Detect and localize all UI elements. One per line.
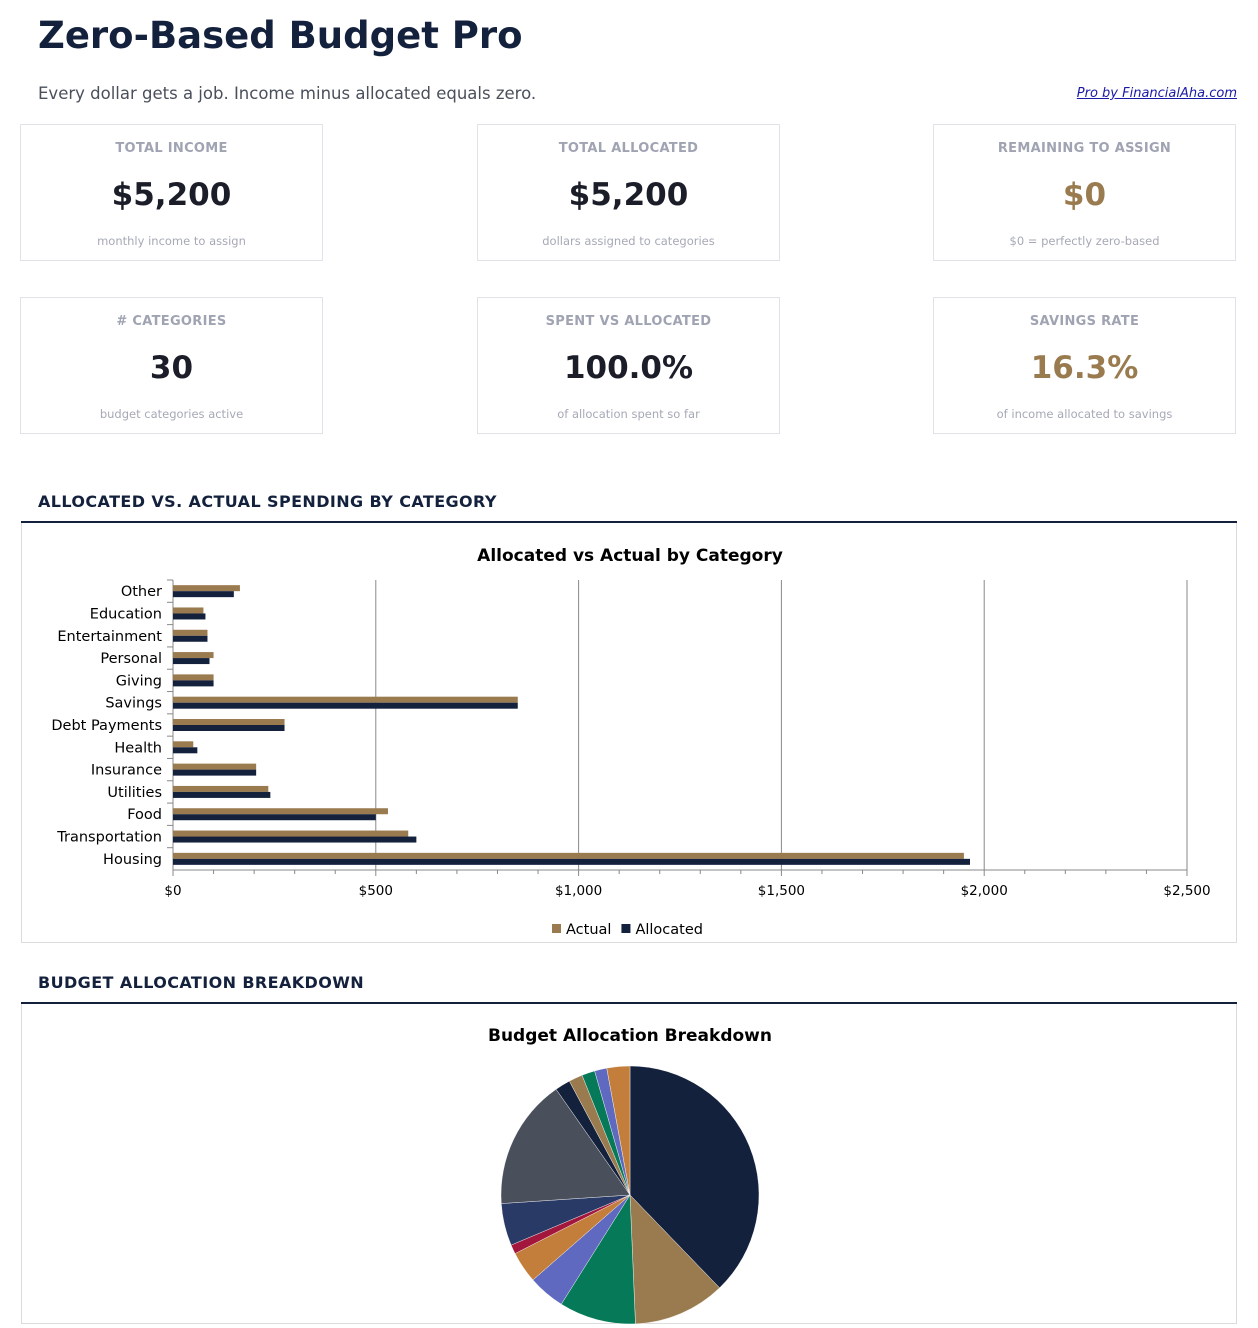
card-label: # CATEGORIES: [116, 314, 227, 329]
bar-actual: [173, 741, 194, 748]
card-sub: of income allocated to savings: [996, 407, 1173, 421]
y-tick-label: Education: [90, 606, 162, 622]
bar-actual: [173, 808, 388, 815]
card-label: SPENT VS ALLOCATED: [545, 314, 712, 329]
bar-allocated: [173, 658, 210, 665]
bar-allocated: [173, 791, 271, 798]
card-label: TOTAL INCOME: [115, 141, 228, 156]
card-remaining: REMAINING TO ASSIGN $0 $0 = perfectly ze…: [933, 124, 1236, 261]
y-tick-label: Insurance: [91, 763, 162, 779]
bar-allocated: [173, 702, 518, 709]
x-tick-label: $2,500: [1163, 883, 1210, 899]
bar-allocated: [173, 836, 417, 843]
pie-slice-housing: [629, 1065, 760, 1289]
bar-actual: [173, 629, 208, 636]
pie-slice-other: [606, 1065, 631, 1196]
card-savings-rate: SAVINGS RATE 16.3% of income allocated t…: [933, 297, 1236, 434]
bar-actual: [173, 763, 257, 770]
card-label: SAVINGS RATE: [1029, 314, 1140, 329]
bar-allocated: [173, 635, 208, 642]
card-value: $0: [1062, 177, 1107, 213]
bar-allocated: [173, 680, 214, 687]
card-value: $5,200: [568, 177, 689, 213]
y-tick-label: Transportation: [56, 830, 162, 846]
bar-allocated: [173, 613, 206, 620]
bar-allocated: [173, 814, 376, 821]
y-tick-label: Debt Payments: [51, 718, 162, 734]
bar-actual: [173, 785, 269, 792]
pie-chart: Budget Allocation Breakdown: [488, 1026, 772, 1325]
divider: [21, 1002, 1237, 1004]
card-categories: # CATEGORIES 30 budget categories active: [20, 297, 323, 434]
card-label: REMAINING TO ASSIGN: [997, 141, 1172, 156]
card-sub: $0 = perfectly zero-based: [1009, 234, 1160, 248]
x-tick-label: $0: [164, 883, 181, 899]
card-sub: monthly income to assign: [97, 234, 246, 248]
y-tick-label: Utilities: [107, 785, 162, 801]
y-tick-label: Food: [127, 807, 162, 823]
x-tick-label: $1,500: [758, 883, 805, 899]
bar-actual: [173, 674, 214, 681]
y-tick-label: Giving: [116, 673, 162, 689]
bar-allocated: [173, 747, 198, 754]
legend-swatch: [621, 924, 631, 933]
bar-chart: Allocated vs Actual by Category $0 $500 $1,…: [51, 546, 1210, 938]
bar-allocated: [173, 769, 257, 776]
card-spent-vs-allocated: SPENT VS ALLOCATED 100.0% of allocation …: [477, 297, 780, 434]
bar-actual: [173, 652, 214, 659]
card-total-income: TOTAL INCOME $5,200 monthly income to as…: [20, 124, 323, 261]
card-sub: dollars assigned to categories: [542, 234, 715, 248]
section-heading-pie: BUDGET ALLOCATION BREAKDOWN: [38, 973, 365, 992]
page-title: Zero-Based Budget Pro: [38, 14, 523, 57]
section-heading-bar: ALLOCATED VS. ACTUAL SPENDING BY CATEGOR…: [38, 492, 497, 511]
bar-actual: [173, 696, 518, 703]
card-value: 16.3%: [1030, 350, 1139, 386]
y-tick-label: Health: [114, 740, 162, 756]
card-label: TOTAL ALLOCATED: [558, 141, 699, 156]
y-tick-label: Personal: [100, 651, 162, 667]
bar-actual: [173, 830, 409, 837]
legend-label: Actual: [566, 922, 611, 938]
pro-link[interactable]: Pro by FinancialAha.com: [1076, 86, 1237, 101]
pie-chart-container: Budget Allocation Breakdown: [21, 1004, 1237, 1325]
bar-allocated: [173, 858, 971, 865]
card-value: 100.0%: [563, 350, 694, 386]
page-subtitle: Every dollar gets a job. Income minus al…: [38, 84, 537, 103]
card-sub: budget categories active: [99, 407, 244, 421]
bar-actual: [173, 719, 285, 725]
y-tick-label: Other: [121, 584, 162, 600]
y-tick-label: Housing: [103, 852, 162, 868]
legend-label: Allocated: [635, 922, 703, 938]
bar-allocated: [173, 591, 234, 598]
y-tick-label: Savings: [105, 696, 162, 712]
bar-actual: [173, 585, 240, 592]
x-tick-label: $500: [359, 883, 393, 899]
chart-title: Allocated vs Actual by Category: [477, 546, 783, 566]
y-tick-label: Entertainment: [57, 629, 162, 645]
card-value: $5,200: [111, 177, 232, 213]
bar-chart-container: Allocated vs Actual by Category $0 $500 $1,…: [21, 523, 1237, 943]
bar-allocated: [173, 725, 285, 731]
divider: [21, 521, 1237, 523]
card-total-allocated: TOTAL ALLOCATED $5,200 dollars assigned …: [477, 124, 780, 261]
x-tick-label: $2,000: [961, 883, 1008, 899]
chart-title: Budget Allocation Breakdown: [488, 1026, 772, 1046]
card-value: 30: [149, 350, 194, 386]
bar-actual: [173, 852, 964, 859]
bar-actual: [173, 607, 204, 614]
x-tick-label: $1,000: [555, 883, 602, 899]
card-sub: of allocation spent so far: [557, 407, 700, 421]
pie-slice-savings: [500, 1089, 631, 1204]
legend-swatch: [552, 924, 561, 933]
